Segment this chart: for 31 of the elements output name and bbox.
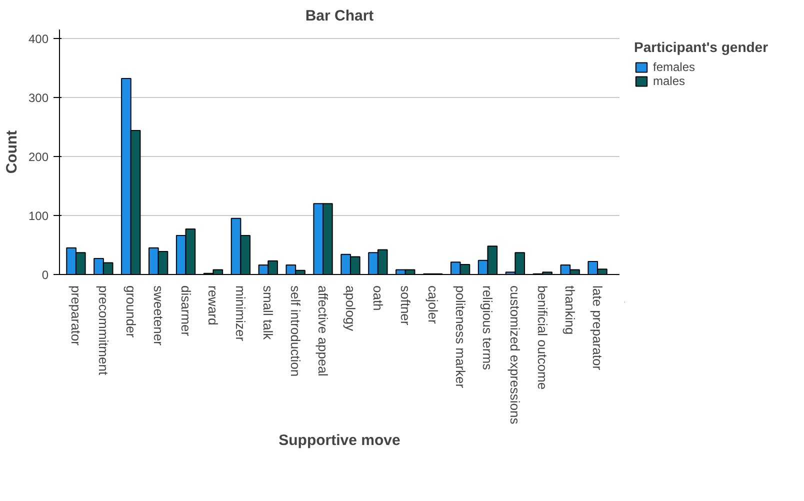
x-tick-label: small talk bbox=[260, 286, 276, 340]
x-tick-label: softner bbox=[398, 286, 413, 326]
x-tick-label: sweetener bbox=[150, 286, 166, 346]
legend-title: Participant's gender bbox=[634, 39, 768, 55]
y-axis-title: Count bbox=[3, 130, 20, 174]
x-tick-label: late preparator bbox=[590, 286, 606, 371]
x-tick-label: disarmer bbox=[178, 286, 194, 337]
y-tick-label: 100 bbox=[28, 208, 49, 223]
y-tick-label: 0 bbox=[42, 268, 49, 282]
chart-title: Bar Chart bbox=[305, 8, 374, 24]
x-tick-label: reward bbox=[206, 286, 221, 326]
x-tick-label: preparator bbox=[68, 286, 84, 346]
x-tick-label: religious terms bbox=[480, 286, 496, 371]
legend-label: females bbox=[653, 60, 696, 74]
x-tick-label: minimizer bbox=[233, 286, 248, 342]
x-tick-label: apology bbox=[342, 286, 358, 332]
x-tick-label: affective appeal bbox=[316, 286, 331, 376]
x-tick-label: customized expressions bbox=[508, 286, 523, 425]
x-tick-label: politeness marker bbox=[452, 286, 468, 389]
x-tick-label: oath bbox=[370, 286, 386, 311]
y-tick-label: 300 bbox=[28, 90, 49, 105]
x-tick-label: self introduction bbox=[288, 286, 304, 377]
x-axis-title: Supportive move bbox=[278, 432, 400, 450]
x-tick-label: thanking bbox=[562, 286, 578, 335]
y-tick-label: 200 bbox=[28, 150, 49, 164]
x-tick-label: benificial outcome bbox=[535, 286, 550, 390]
x-tick-label: grounder bbox=[123, 286, 138, 338]
x-tick-label: cajoler bbox=[425, 286, 440, 324]
legend-label: males bbox=[653, 74, 686, 88]
y-tick-label: 400 bbox=[28, 32, 49, 46]
x-tick-label: precommitment bbox=[96, 286, 111, 376]
